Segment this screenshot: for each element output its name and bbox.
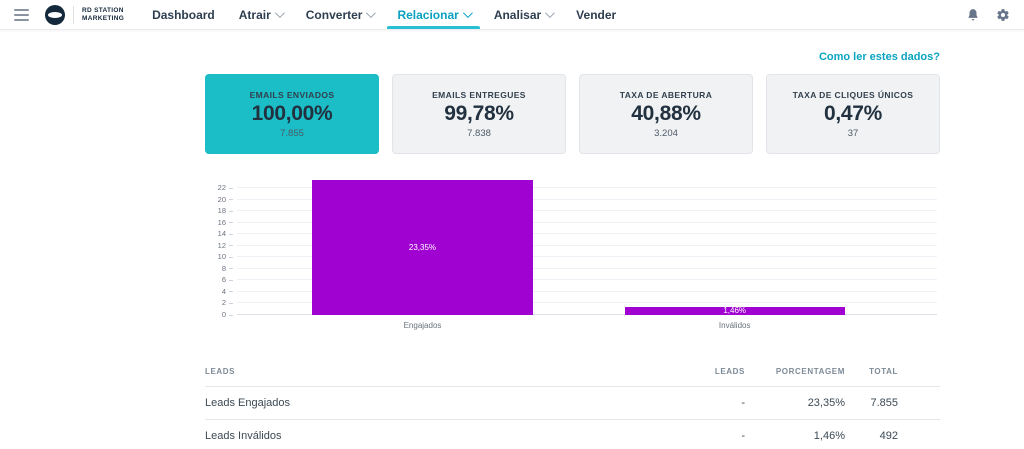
y-axis-tick-label: 18: [218, 206, 233, 215]
y-axis-tick-label: 4: [222, 287, 233, 296]
column-header-leads-name: LEADS: [205, 367, 236, 376]
nav-item-atrair[interactable]: Atrair: [227, 0, 294, 29]
nav-label: Dashboard: [152, 7, 215, 22]
card-emails-entregues[interactable]: EMAILS ENTREGUES 99,78% 7.838: [392, 74, 566, 154]
cell-leads: -: [650, 419, 745, 449]
x-axis-label: Engajados: [403, 321, 442, 330]
card-title: TAXA DE CLIQUES ÚNICOS: [792, 89, 914, 100]
bar-value-label: 1,46%: [723, 305, 747, 315]
card-emails-enviados[interactable]: EMAILS ENVIADOS 100,00% 7.855: [205, 74, 379, 154]
nav-item-converter[interactable]: Converter: [294, 0, 386, 29]
cell-porcentagem: 1,46%: [745, 419, 845, 449]
bar-value-label: 23,35%: [408, 242, 437, 252]
y-axis-tick-label: 14: [218, 229, 233, 238]
x-axis-label: Inválidos: [718, 321, 751, 330]
gridline: [237, 267, 937, 269]
table-header-row: LEADS LEADS PORCENTAGEM TOTAL: [205, 361, 940, 387]
brand-line2: MARKETING: [82, 14, 125, 22]
card-subvalue: 7.855: [280, 127, 304, 139]
gridline: [237, 290, 937, 292]
leads-bar-chart: 0 2 4 6 8 10 12 14 16 18 20 22 23,35% Engajados 1,46%…: [205, 174, 940, 339]
column-header-total: TOTAL: [869, 367, 898, 376]
notifications-bell-icon[interactable]: [966, 8, 980, 22]
y-axis-tick-label: 6: [222, 275, 233, 284]
brand-divider: [73, 5, 74, 24]
card-value: 100,00%: [251, 101, 333, 125]
leads-table: LEADS LEADS PORCENTAGEM TOTAL Leads Enga…: [205, 361, 940, 449]
card-title: EMAILS ENTREGUES: [432, 89, 526, 100]
y-axis-tick-label: 2: [222, 298, 233, 307]
card-title: TAXA DE ABERTURA: [619, 89, 713, 100]
gridline: [237, 302, 937, 304]
card-taxa-abertura[interactable]: TAXA DE ABERTURA 40,88% 3.204: [579, 74, 753, 154]
gridline: [237, 187, 937, 188]
column-header-porcentagem: PORCENTAGEM: [775, 367, 845, 376]
nav-item-dashboard[interactable]: Dashboard: [140, 0, 227, 29]
cell-total: 492: [845, 419, 940, 449]
cell-lead-name: Leads Inválidos: [205, 419, 650, 449]
cell-lead-name: Leads Engajados: [205, 386, 650, 420]
nav-label: Atrair: [238, 7, 271, 22]
nav-label: Converter: [305, 7, 363, 22]
hamburger-menu-icon[interactable]: [14, 8, 29, 21]
brand-name: RD STATION MARKETING: [82, 7, 124, 23]
y-axis-tick-label: 20: [218, 195, 233, 204]
card-value: 0,47%: [823, 101, 883, 125]
nav-label: Analisar: [493, 7, 542, 22]
card-value: 99,78%: [444, 101, 514, 125]
card-subvalue: 7.838: [467, 127, 491, 139]
y-axis-tick-label: 8: [222, 264, 233, 273]
nav-item-relacionar[interactable]: Relacionar: [385, 0, 481, 29]
top-navbar: RD STATION MARKETING Dashboard Atrair Co…: [0, 0, 1024, 30]
table-row[interactable]: Leads Engajados - 23,35% 7.855: [205, 386, 940, 420]
table-row[interactable]: Leads Inválidos - 1,46% 492: [205, 419, 940, 449]
bar-engajados[interactable]: 23,35%: [311, 180, 534, 315]
bar-inválidos[interactable]: 1,46%: [624, 305, 845, 315]
cell-total: 7.855: [845, 386, 940, 420]
nav-item-vender[interactable]: Vender: [564, 0, 628, 29]
gridline: [237, 244, 937, 246]
gridline: [237, 314, 937, 315]
brand-line1: RD STATION: [82, 6, 124, 14]
chevron-down-icon: [545, 8, 556, 19]
chevron-down-icon: [274, 8, 285, 19]
rd-station-logo-icon: [45, 4, 65, 25]
gridline: [237, 233, 937, 235]
gridline: [237, 198, 937, 200]
y-axis-tick-label: 16: [218, 218, 233, 227]
nav-item-analisar[interactable]: Analisar: [482, 0, 564, 29]
cell-porcentagem: 23,35%: [745, 386, 845, 420]
gridline: [237, 279, 937, 281]
chevron-down-icon: [366, 8, 377, 19]
settings-gear-icon[interactable]: [996, 8, 1010, 22]
card-subvalue: 37: [847, 127, 859, 139]
card-taxa-cliques-unicos[interactable]: TAXA DE CLIQUES ÚNICOS 0,47% 37: [766, 74, 940, 154]
card-subvalue: 3.204: [654, 127, 678, 139]
y-axis-tick-label: 0: [222, 310, 233, 319]
y-axis-tick-label: 12: [218, 241, 233, 250]
metric-cards: EMAILS ENVIADOS 100,00% 7.855 EMAILS ENT…: [205, 74, 940, 154]
gridline: [237, 256, 937, 258]
main-navigation: Dashboard Atrair Converter Relacionar An…: [140, 0, 628, 29]
chart-plot: 23,35% Engajados 1,46% Inválidos: [237, 174, 937, 330]
column-header-leads: LEADS: [714, 367, 745, 376]
y-axis-tick-label: 10: [218, 252, 233, 261]
gridline: [237, 210, 937, 212]
y-axis-tick-label: 22: [218, 183, 233, 192]
gridline: [237, 221, 937, 223]
nav-label: Vender: [576, 7, 617, 22]
how-to-read-data-link[interactable]: Como ler estes dados?: [818, 51, 940, 63]
cell-leads: -: [650, 386, 745, 420]
chevron-down-icon: [462, 8, 473, 19]
card-value: 40,88%: [631, 101, 701, 125]
nav-label: Relacionar: [397, 7, 459, 22]
card-title: EMAILS ENVIADOS: [249, 89, 335, 100]
chart-y-axis: 0 2 4 6 8 10 12 14 16 18 20 22: [205, 174, 233, 319]
